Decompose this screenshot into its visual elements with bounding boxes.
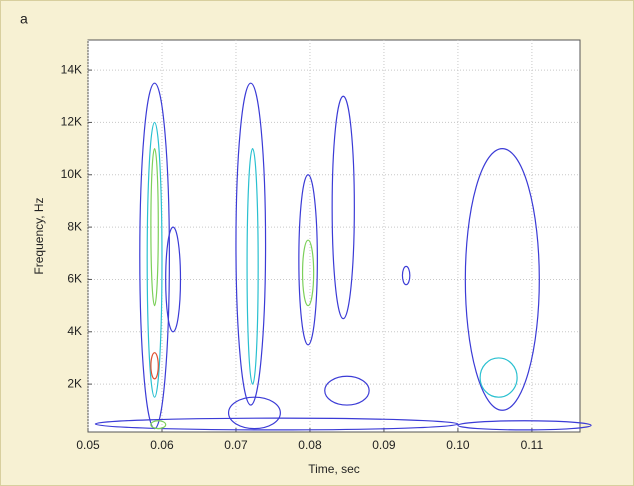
x-tick-label: 0.10 — [446, 438, 470, 452]
x-axis-label: Time, sec — [308, 462, 360, 476]
contour — [146, 121, 163, 398]
y-tick-label: 2K — [67, 376, 82, 390]
y-tick-label: 8K — [67, 219, 82, 233]
contour — [227, 396, 281, 430]
contour — [401, 265, 411, 286]
contour — [298, 174, 318, 346]
contour — [165, 226, 182, 333]
x-tick-label: 0.11 — [521, 438, 544, 452]
contour — [94, 417, 459, 431]
contour — [324, 375, 370, 406]
contour — [331, 95, 355, 320]
contour — [301, 239, 315, 307]
x-tick-label: 0.05 — [76, 438, 100, 452]
contour — [235, 82, 267, 406]
contour — [246, 147, 259, 385]
contour — [457, 420, 592, 431]
y-axis-label: Frequency, Hz — [32, 197, 46, 274]
x-tick-label: 0.09 — [372, 438, 396, 452]
x-tick-label: 0.08 — [298, 438, 322, 452]
contour — [150, 420, 167, 430]
panel-label: a — [20, 11, 28, 27]
contour — [150, 352, 159, 380]
y-tick-label: 12K — [61, 115, 82, 129]
contour — [150, 147, 159, 307]
y-tick-label: 14K — [61, 62, 82, 76]
x-tick-label: 0.07 — [224, 438, 248, 452]
y-tick-label: 6K — [67, 272, 82, 286]
x-tick-label: 0.06 — [150, 438, 174, 452]
y-tick-label: 10K — [61, 167, 82, 181]
plot-area — [87, 39, 581, 433]
contour — [464, 147, 540, 411]
contour — [479, 357, 518, 398]
y-tick-label: 4K — [67, 324, 82, 338]
